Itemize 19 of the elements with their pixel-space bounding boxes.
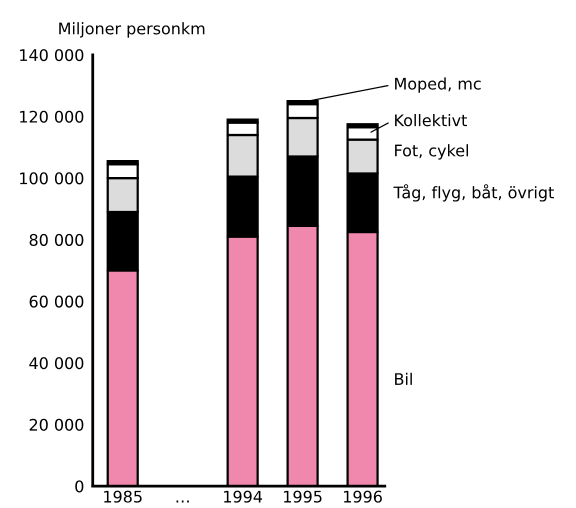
y-tick-label: 140 000 [20, 49, 84, 62]
legend-label: Moped, mc [395, 77, 481, 93]
series-label: Fot, cykel [395, 144, 468, 160]
y-tick-label: 100 000 [20, 172, 84, 184]
x-tick-label: 1994 [224, 490, 262, 503]
y-tick-label: 20 000 [30, 418, 84, 431]
series-label: Tåg, flyg, båt, övrigt [393, 184, 554, 202]
legend-label: Kollektivt [395, 114, 467, 126]
y-tick-label: 0 [75, 480, 84, 492]
y-tick-label: 120 000 [20, 110, 84, 123]
y-tick-label: 60 000 [30, 296, 84, 308]
y-tick-label: 40 000 [29, 357, 84, 370]
y-axis-title: Miljoner personkm [59, 22, 204, 38]
x-tick-label: … [176, 500, 189, 502]
series-label: Bil [395, 372, 412, 385]
y-tick-label: 80 000 [30, 234, 84, 246]
x-tick-label: 1995 [284, 490, 322, 503]
x-tick-label: 1985 [104, 490, 142, 503]
x-tick-label: 1996 [344, 490, 382, 503]
